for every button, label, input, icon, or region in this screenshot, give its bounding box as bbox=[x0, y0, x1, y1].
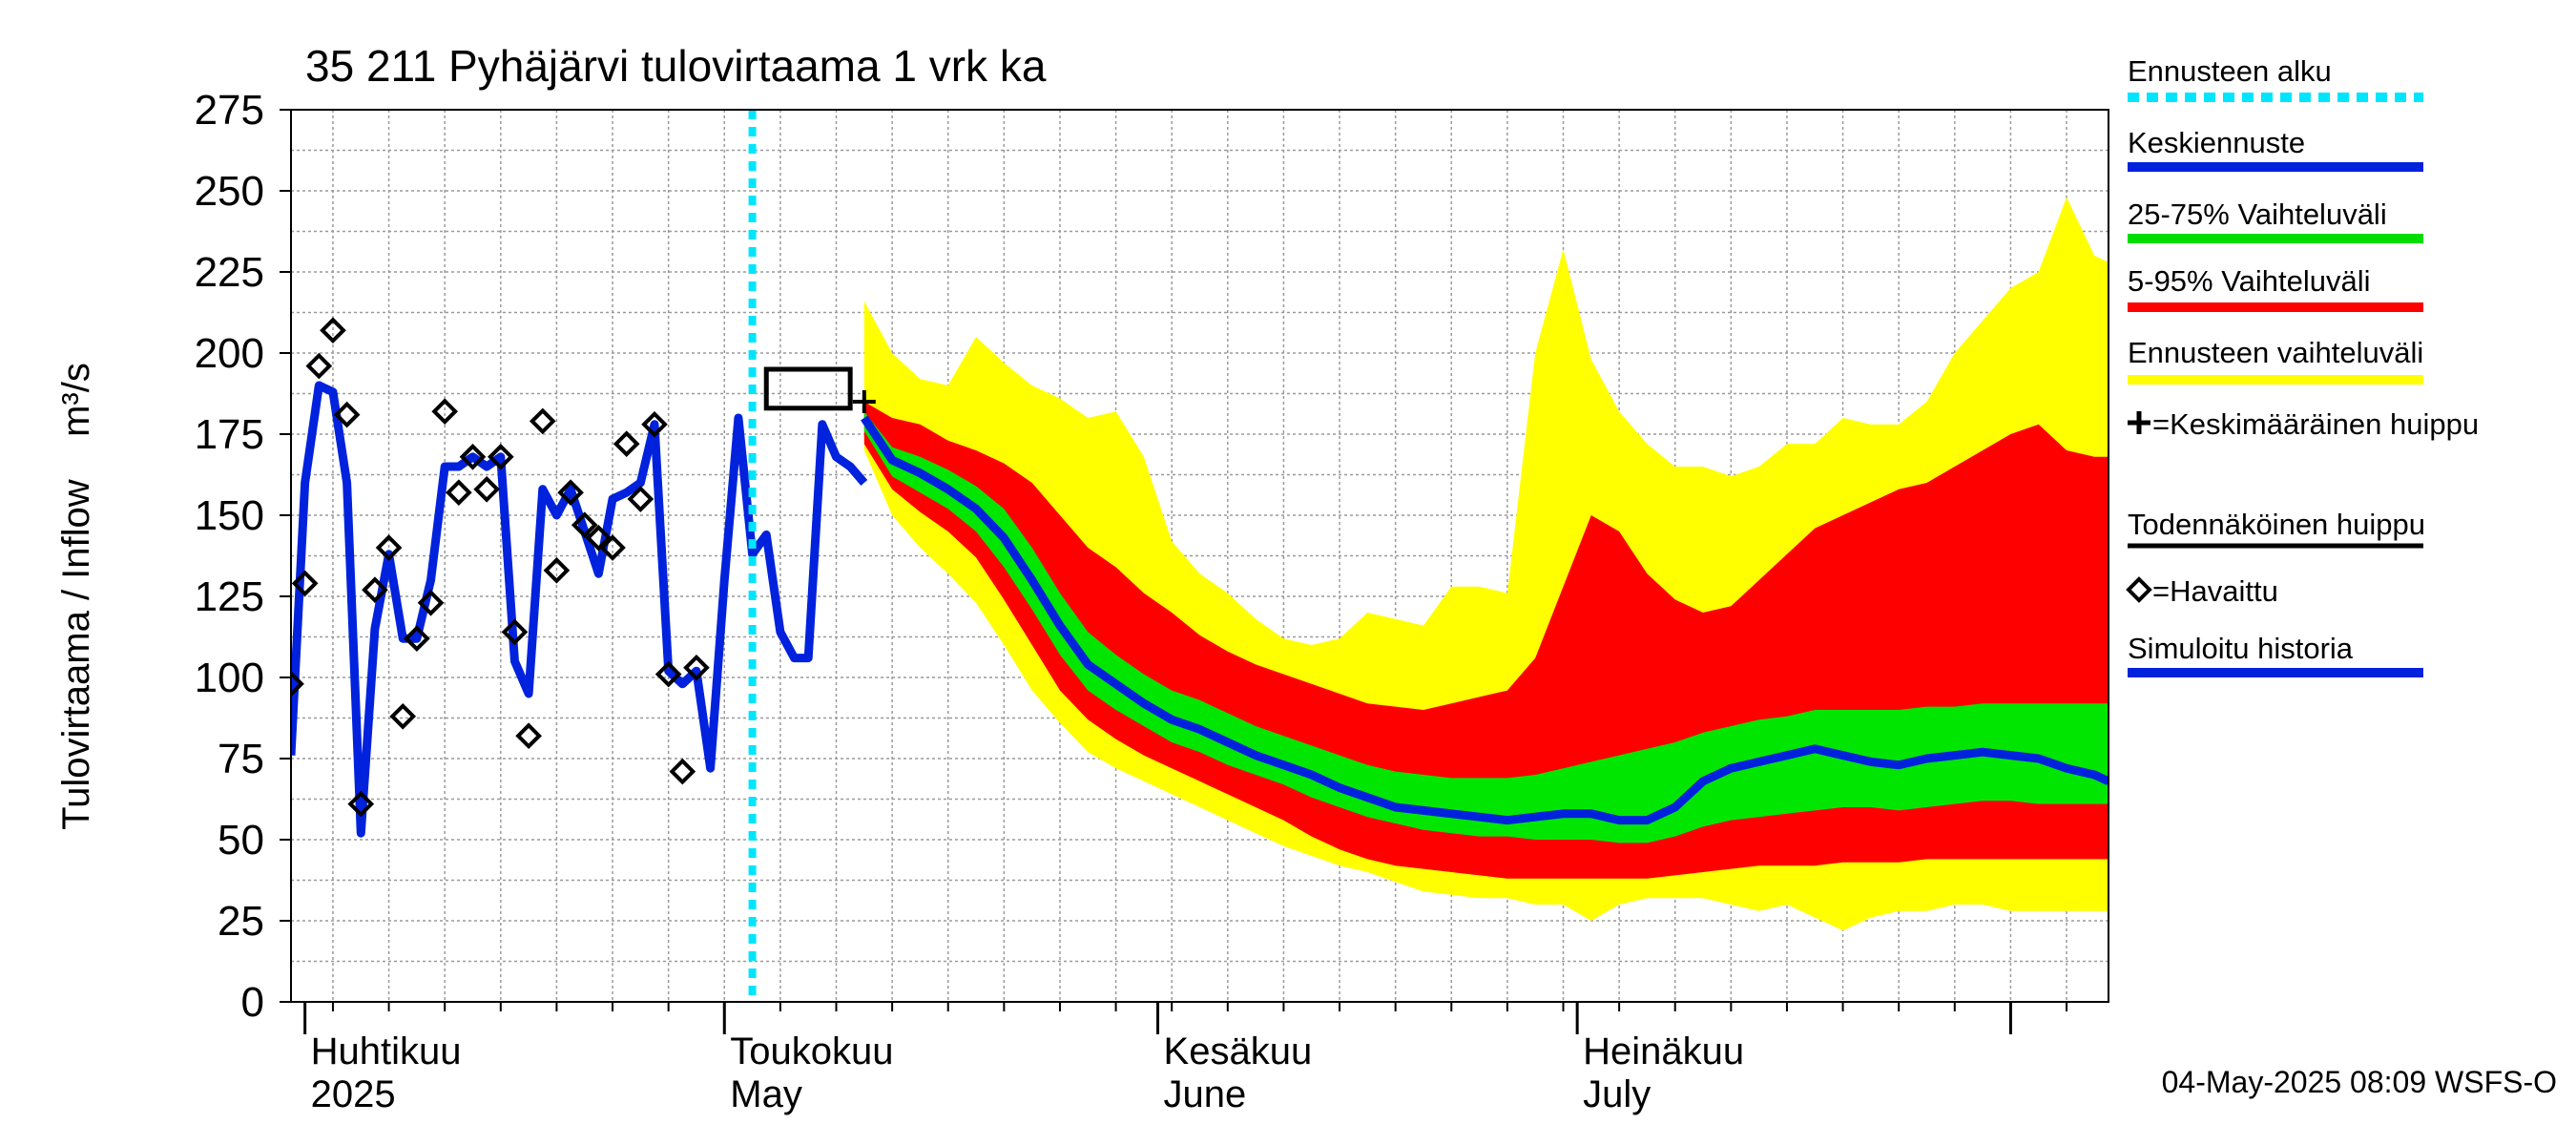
x-month-label: Toukokuu bbox=[730, 1030, 893, 1072]
observed-point bbox=[585, 524, 613, 552]
observed-point bbox=[291, 570, 319, 597]
y-tick-label: 0 bbox=[241, 979, 264, 1026]
observed-point bbox=[333, 401, 361, 428]
observed-point bbox=[571, 511, 598, 539]
y-tick-label: 25 bbox=[218, 898, 264, 945]
observed-point bbox=[291, 670, 304, 697]
chart-title: 35 211 Pyhäjärvi tulovirtaama 1 vrk ka bbox=[305, 41, 1047, 91]
probable-peak-box bbox=[763, 366, 853, 411]
y-tick-label: 100 bbox=[195, 655, 264, 701]
legend-label: Simuloitu historia bbox=[2128, 632, 2354, 665]
y-tick-label: 225 bbox=[195, 249, 264, 296]
legend-label: =Keskimääräinen huippu bbox=[2152, 407, 2479, 441]
observed-point bbox=[669, 758, 696, 785]
legend-mean-peak-symbol bbox=[2128, 411, 2150, 434]
observed-point bbox=[683, 654, 710, 681]
observed-point bbox=[362, 576, 388, 604]
x-month-sublabel: July bbox=[1583, 1073, 1651, 1115]
y-axis-label: Tulovirtaama / Inflow m³/s bbox=[55, 363, 97, 830]
observed-point bbox=[389, 702, 417, 730]
x-month-label: Huhtikuu bbox=[311, 1030, 462, 1072]
y-tick-label: 200 bbox=[195, 330, 264, 377]
observed-point bbox=[641, 410, 668, 438]
x-month-sublabel: June bbox=[1164, 1073, 1247, 1115]
observed-point bbox=[543, 556, 571, 584]
observed-point bbox=[627, 486, 654, 512]
observed-point bbox=[487, 443, 514, 470]
observed-point bbox=[347, 790, 375, 818]
observed-point bbox=[459, 443, 487, 470]
observed-point bbox=[320, 317, 346, 344]
legend-label: Ennusteen alku bbox=[2128, 54, 2332, 88]
forecast-25-75-band bbox=[863, 411, 2109, 843]
observed-point bbox=[515, 722, 542, 750]
observed-point bbox=[375, 534, 403, 561]
legend-label: =Havaittu bbox=[2152, 574, 2278, 608]
observed-point bbox=[404, 625, 430, 653]
y-tick-label: 175 bbox=[195, 411, 264, 458]
observed-point bbox=[529, 407, 556, 435]
y-tick-label: 50 bbox=[218, 817, 264, 864]
legend-label: 5-95% Vaihteluväli bbox=[2128, 264, 2370, 298]
simulated-history-line bbox=[291, 381, 868, 838]
observed-point bbox=[473, 475, 500, 503]
observed-point bbox=[501, 618, 529, 646]
legend-label: Todennäköinen huippu bbox=[2128, 508, 2425, 541]
timestamp-label: 04-May-2025 08:09 WSFS-O bbox=[2162, 1065, 2557, 1099]
observed-point bbox=[599, 534, 626, 561]
y-tick-label: 150 bbox=[195, 492, 264, 539]
y-tick-label: 275 bbox=[195, 87, 264, 134]
legend-label: Keskiennuste bbox=[2128, 126, 2305, 159]
x-month-label: Heinäkuu bbox=[1583, 1030, 1744, 1072]
x-month-sublabel: 2025 bbox=[311, 1073, 396, 1115]
observed-point bbox=[431, 398, 459, 426]
observed-point bbox=[446, 479, 472, 507]
legend-label: 25-75% Vaihteluväli bbox=[2128, 198, 2387, 231]
observed-point bbox=[417, 589, 445, 616]
mean-peak-marker bbox=[852, 390, 876, 413]
plot-content bbox=[291, 110, 2109, 1002]
plot-frame bbox=[290, 109, 2109, 1003]
legend: Ennusteen alku Keskiennuste 25-75% Vaihtel… bbox=[2126, 54, 2479, 677]
y-tick-label: 125 bbox=[195, 573, 264, 620]
x-month-label: Kesäkuu bbox=[1164, 1030, 1313, 1072]
observed-point bbox=[613, 430, 640, 458]
observed-point bbox=[654, 660, 682, 688]
legend-label: Ennusteen vaihteluväli bbox=[2128, 336, 2423, 369]
legend-observed-symbol bbox=[2126, 576, 2152, 603]
observed-point bbox=[557, 479, 584, 507]
x-month-sublabel: May bbox=[730, 1073, 802, 1115]
y-tick-label: 75 bbox=[218, 736, 264, 782]
y-tick-label: 250 bbox=[195, 168, 264, 215]
forecast-median-line bbox=[861, 415, 2109, 825]
observed-point bbox=[305, 352, 333, 380]
plot-area: 0 25 50 75 100 125 150 175 200 225 250 275 Huhtikuu2… bbox=[195, 87, 2109, 1115]
